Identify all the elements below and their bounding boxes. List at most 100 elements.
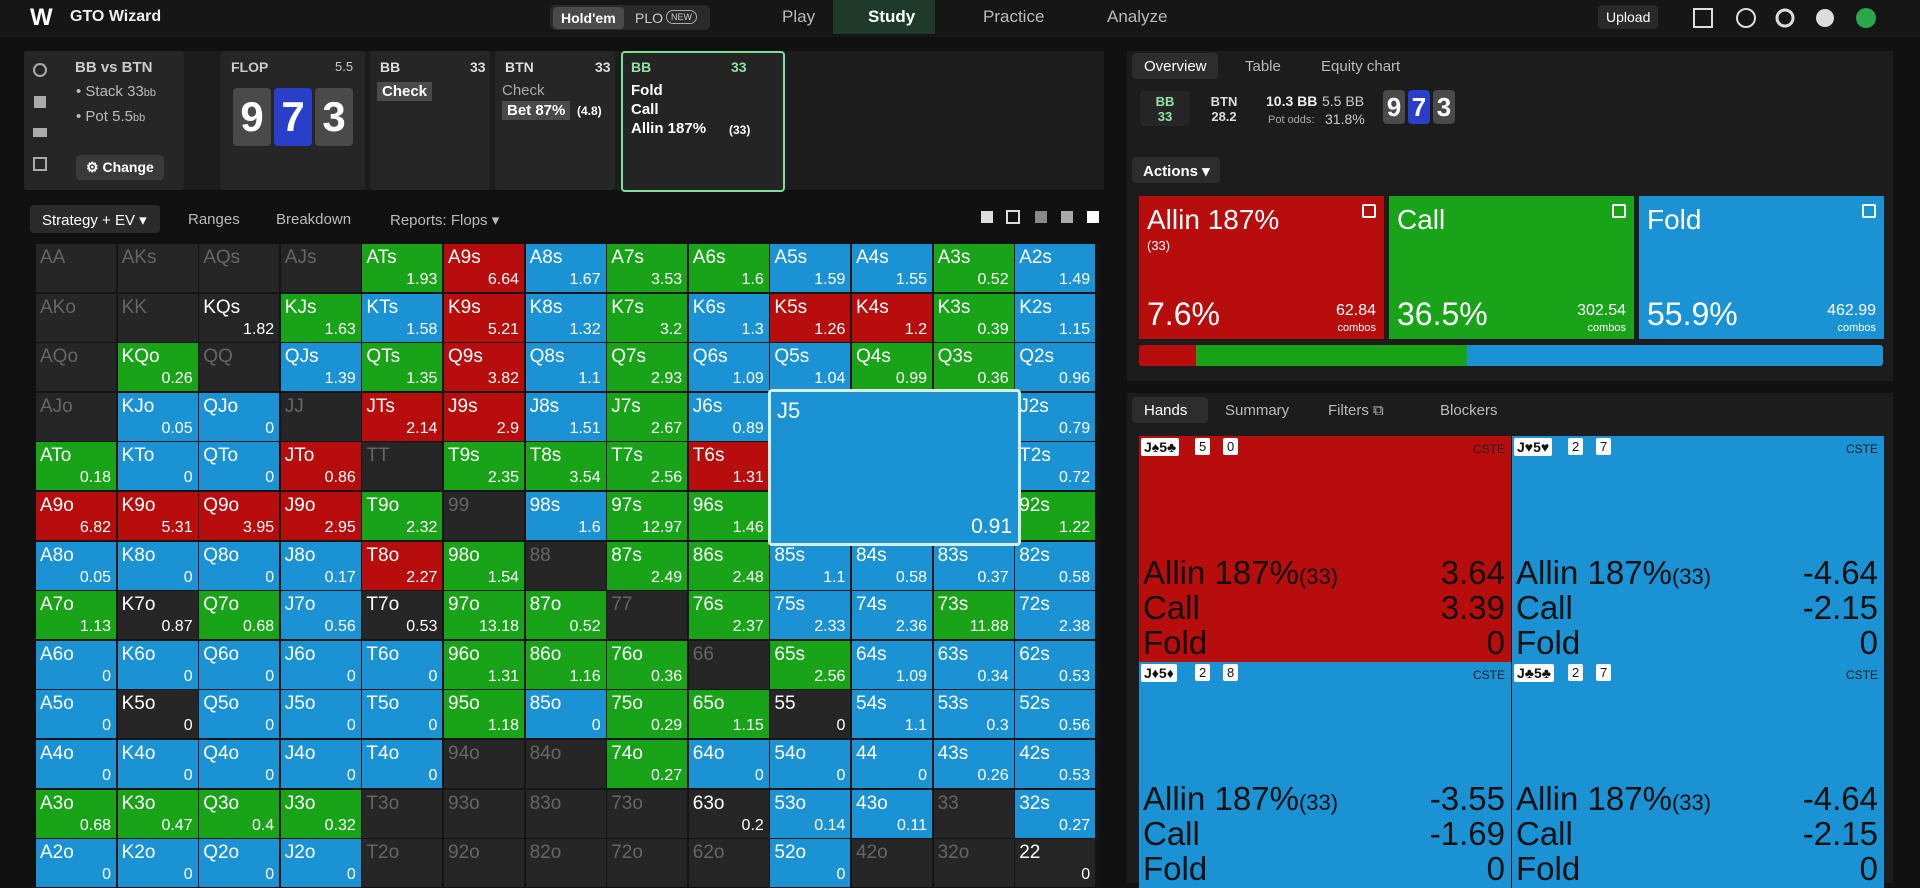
node-action[interactable]: Allin 187% [631,120,707,137]
subtab[interactable]: Strategy + EV ▾ [42,212,147,229]
hand-cell[interactable]: A6o 0 [36,640,116,689]
action-card[interactable]: Allin 187% (33) 7.6% 62.84 combos [1139,196,1384,339]
hand-cell[interactable]: 83o [525,789,606,838]
hand-cell[interactable]: K5s 1.26 [770,293,851,342]
hand-cell[interactable]: 88 [525,541,606,590]
hand-cell[interactable]: 76s 2.37 [688,591,769,640]
subtab[interactable]: Reports: Flops ▾ [390,212,500,229]
hand-cell[interactable]: 92o [444,839,524,888]
icon[interactable] [1087,211,1099,223]
hand-cell[interactable]: KQs 1.82 [199,293,280,342]
hand-cell[interactable]: K7o 0.87 [117,591,198,640]
tab[interactable]: Filters ⧉ [1328,402,1384,419]
hand-cell[interactable]: A8o 0.05 [36,541,116,590]
hand-cell[interactable]: Q8s 1.1 [525,343,606,392]
hand-cell[interactable]: Q2s 0.96 [1015,343,1096,392]
hand-cell[interactable]: 86s 2.48 [688,541,769,590]
hand-cell[interactable]: 62s 0.53 [1015,640,1096,689]
hand-cell[interactable]: 54s 1.1 [852,690,932,739]
hand-cell[interactable]: 93o [444,789,524,838]
hand-cell[interactable]: 92s 1.22 [1015,492,1096,540]
hand-cell[interactable]: 95o 1.18 [444,690,524,739]
hand-cell[interactable]: K3s 0.39 [933,293,1014,342]
hand-cell[interactable]: 72s 2.38 [1015,591,1096,640]
hand-cell[interactable]: 54o 0 [770,740,851,788]
node-action[interactable]: Check [502,82,545,99]
hand-cell[interactable]: 52o 0 [770,839,851,888]
action-card[interactable]: Fold 55.9% 462.99 combos [1639,196,1884,339]
hand-cell[interactable]: 63o 0.2 [688,789,769,838]
hand-cell[interactable]: A5s 1.59 [770,244,851,292]
hand-cell[interactable]: K6s 1.3 [688,293,769,342]
icon[interactable] [1856,8,1876,28]
subtab[interactable]: Breakdown [276,211,352,228]
hand-cell[interactable]: K4o 0 [117,740,198,788]
hand-cell[interactable]: 85s 1.1 [770,541,851,590]
hand-cell[interactable]: Q6o 0 [199,640,280,689]
hand-cell[interactable]: T6o 0 [362,640,443,689]
hand-cell[interactable]: AQo [36,343,116,392]
hand-cell[interactable]: K8o 0 [117,541,198,590]
game-tab[interactable]: Hold'em [553,7,624,29]
hand-cell[interactable]: KQo 0.26 [117,343,198,392]
hand-cell[interactable]: K2s 1.15 [1015,293,1096,342]
hand-cell[interactable]: T9s 2.35 [444,442,524,491]
hand-cell[interactable]: 72o [607,839,688,888]
hand-cell[interactable]: 77 [607,591,688,640]
hand-cell[interactable]: 97s 12.97 [607,492,688,540]
logo[interactable]: W [30,4,53,31]
hand-cell[interactable]: A9o 6.82 [36,492,116,540]
icon[interactable] [981,211,993,223]
hand-cell[interactable]: A8s 1.67 [525,244,606,292]
nav-item[interactable]: Play [782,7,816,26]
hand-cell[interactable]: A4o 0 [36,740,116,788]
hand-cell[interactable]: JJ [280,392,361,441]
hand-cell[interactable]: 44 0 [852,740,932,788]
hand-cell[interactable]: QJo 0 [199,392,280,441]
icon[interactable] [33,128,47,137]
hand-cell[interactable]: Q5s 1.04 [770,343,851,392]
hand-cell[interactable]: 76o 0.36 [607,640,688,689]
hand-cell[interactable]: 84o [525,740,606,788]
hand-cell[interactable]: J9o 2.95 [280,492,361,540]
hand-cell[interactable]: 65s 2.56 [770,640,851,689]
hand-cell[interactable]: T3o [362,789,443,838]
brand[interactable]: GTO Wizard [70,8,162,25]
hand-cell[interactable]: T4o 0 [362,740,443,788]
icon[interactable] [33,63,47,77]
hand-cell[interactable]: 94o [444,740,524,788]
action-card[interactable]: Call 36.5% 302.54 combos [1389,196,1634,339]
hand-card[interactable]: J♣5♣ 2 7 CSTE Allin 187%(33) -4.64 Call -2.15 Fo… [1512,662,1884,888]
hand-cell[interactable]: 82s 0.58 [1015,541,1096,590]
tab[interactable]: Equity chart [1321,58,1401,75]
hand-cell[interactable]: 32o [933,839,1014,888]
hand-cell[interactable]: 96s 1.46 [688,492,769,540]
hand-cell[interactable]: AJs [280,244,361,292]
hand-cell[interactable]: 65o 1.15 [688,690,769,739]
nav-item[interactable]: Practice [983,7,1045,26]
icon[interactable] [33,157,47,171]
hand-cell[interactable]: 42s 0.53 [1015,740,1096,788]
tab[interactable]: Hands [1144,402,1188,419]
hand-cell[interactable]: T8o 2.27 [362,541,443,590]
hand-cell[interactable]: AA [36,244,116,292]
hand-cell[interactable]: J2s 0.79 [1015,392,1096,441]
hand-cell[interactable]: 74o 0.27 [607,740,688,788]
hand-cell[interactable]: T7s 2.56 [607,442,688,491]
upload-button[interactable]: Upload [1598,5,1659,29]
hand-cell[interactable]: 73o [607,789,688,838]
tab[interactable]: Overview [1144,58,1207,75]
hand-cell[interactable]: K8s 1.32 [525,293,606,342]
hand-cell[interactable]: 99 [444,492,524,540]
hand-cell[interactable]: T2o [362,839,443,888]
icon[interactable] [1035,211,1047,223]
hand-cell[interactable]: KJs 1.63 [280,293,361,342]
hand-cell[interactable]: J6s 0.89 [688,392,769,441]
hand-cell[interactable]: Q2o 0 [199,839,280,888]
hand-cell[interactable]: 74s 2.36 [852,591,932,640]
hand-cell[interactable]: Q4o 0 [199,740,280,788]
hand-cell[interactable]: T6s 1.31 [688,442,769,491]
hand-cell[interactable]: J2o 0 [280,839,361,888]
hand-cell[interactable]: 82o [525,839,606,888]
hand-cell[interactable]: J8s 1.51 [525,392,606,441]
